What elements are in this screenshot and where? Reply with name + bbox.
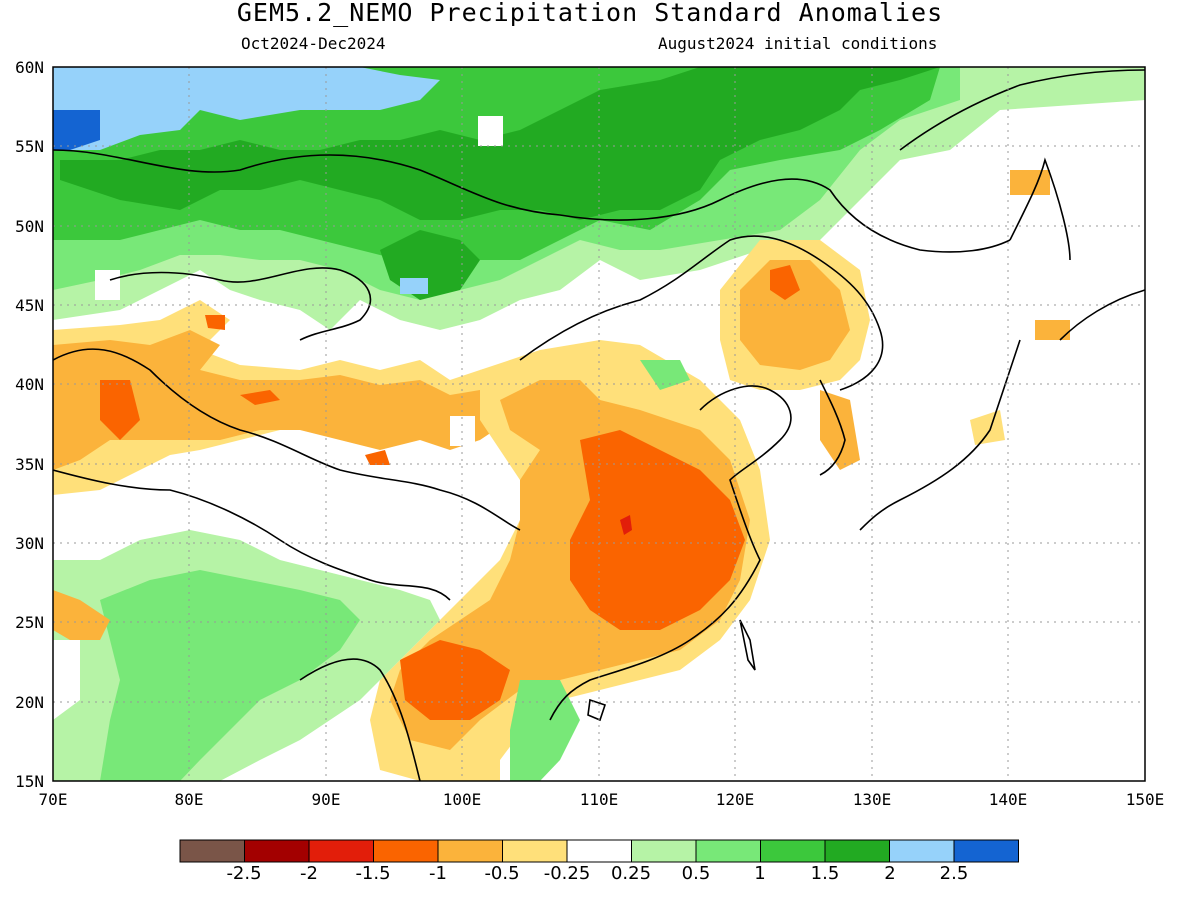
colorbar-label: 0.25 — [610, 863, 652, 884]
lat-label: 30N — [15, 534, 44, 553]
colorbar-label: -2.5 — [226, 863, 262, 884]
colorbar-label: -0.25 — [543, 863, 591, 884]
lat-label: 20N — [15, 693, 44, 712]
colorbar-label: 1 — [754, 863, 766, 884]
lat-label: 35N — [15, 455, 44, 474]
colorbar-swatch — [179, 839, 245, 863]
colorbar-label: -1 — [429, 863, 447, 884]
map-title: GEM5.2_NEMO Precipitation Standard Anoma… — [236, 0, 944, 27]
graticule — [53, 67, 1145, 781]
lat-label: 15N — [15, 772, 44, 791]
lat-label: 60N — [15, 58, 44, 77]
colorbar-label: 1.5 — [810, 863, 840, 884]
colorbar-label: -2 — [300, 863, 318, 884]
lon-label: 120E — [715, 790, 755, 809]
colorbar-swatch — [695, 839, 761, 863]
colorbar-swatch — [373, 839, 439, 863]
colorbar-swatch — [631, 839, 697, 863]
lon-label: 90E — [311, 790, 341, 809]
forecast-period: Oct2024-Dec2024 — [241, 34, 386, 53]
coastlines — [53, 69, 1145, 781]
colorbar-swatch — [953, 839, 1019, 863]
lat-label: 50N — [15, 217, 44, 236]
lat-label: 40N — [15, 375, 44, 394]
colorbar-swatch — [244, 839, 310, 863]
colorbar-swatch — [760, 839, 826, 863]
colorbar-label: -1.5 — [355, 863, 391, 884]
lat-label: 55N — [15, 137, 44, 156]
colorbar-label: 0.5 — [681, 863, 711, 884]
anomaly-field — [53, 67, 1145, 781]
lat-label: 45N — [15, 296, 44, 315]
colorbar-swatch — [437, 839, 503, 863]
lon-label: 70E — [38, 790, 68, 809]
colorbar-label: 2 — [884, 863, 896, 884]
colorbar-label: -0.5 — [484, 863, 520, 884]
colorbar-swatch — [502, 839, 568, 863]
colorbar-swatch — [566, 839, 632, 863]
colorbar-swatch — [308, 839, 374, 863]
lon-label: 80E — [174, 790, 204, 809]
lon-label: 130E — [852, 790, 892, 809]
lon-label: 110E — [579, 790, 619, 809]
colorbar-swatch — [824, 839, 890, 863]
lon-label: 150E — [1125, 790, 1165, 809]
lon-label: 140E — [988, 790, 1028, 809]
colorbar-label: 2.5 — [939, 863, 969, 884]
initial-conditions: August2024 initial conditions — [658, 34, 938, 53]
colorbar — [179, 839, 1019, 863]
map-frame — [52, 66, 1146, 782]
colorbar-swatch — [889, 839, 955, 863]
lat-label: 25N — [15, 613, 44, 632]
lon-label: 100E — [442, 790, 482, 809]
